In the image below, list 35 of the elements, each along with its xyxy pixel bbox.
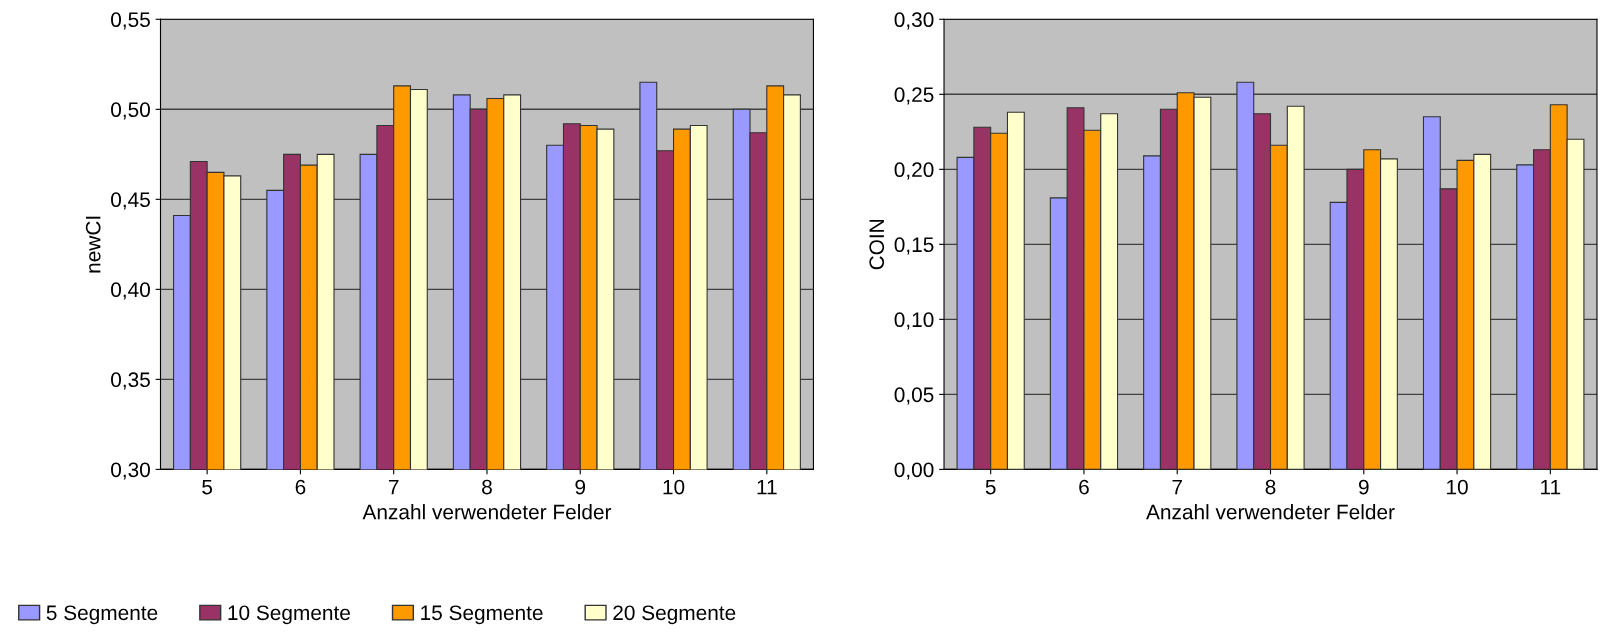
y-tick-label: 0,10 bbox=[894, 312, 934, 330]
legend-label: 15 Segmente bbox=[421, 605, 543, 625]
legend-label: 10 Segmente bbox=[228, 605, 350, 625]
legend-label: 5 Segmente bbox=[46, 605, 158, 625]
y-tick-label: 0,55 bbox=[111, 12, 150, 30]
x-tick-label: 10 bbox=[1447, 479, 1468, 495]
x-tick-label: 6 bbox=[1079, 479, 1089, 495]
x-axis-title: Anzahl verwendeter Felder bbox=[1146, 504, 1395, 520]
x-tick-label: 5 bbox=[202, 479, 213, 495]
x-tick-label: 11 bbox=[1541, 479, 1561, 495]
x-tick-label: 9 bbox=[1358, 479, 1369, 495]
x-tick-label: 7 bbox=[388, 479, 399, 495]
y-tick-label: 0,25 bbox=[894, 87, 934, 105]
y-tick-label: 0,30 bbox=[111, 462, 150, 480]
y-tick-label: 0,00 bbox=[894, 462, 934, 480]
y-tick-label: 0,40 bbox=[111, 282, 150, 300]
y-tick-label: 0,15 bbox=[894, 237, 934, 255]
x-tick-label: 9 bbox=[575, 479, 586, 495]
x-tick-label: 7 bbox=[1172, 479, 1182, 495]
x-tick-label: 8 bbox=[482, 479, 492, 495]
x-tick-label: 6 bbox=[295, 479, 306, 495]
y-axis-title: newCI bbox=[85, 216, 101, 273]
y-tick-label: 0,45 bbox=[111, 192, 150, 210]
x-tick-label: 11 bbox=[757, 479, 777, 495]
y-tick-label: 0,20 bbox=[894, 162, 934, 180]
legend-label: 20 Segmente bbox=[613, 605, 736, 625]
y-axis-title: COIN bbox=[869, 220, 885, 270]
x-tick-label: 8 bbox=[1265, 479, 1276, 495]
y-tick-label: 0,05 bbox=[894, 387, 934, 405]
x-tick-label: 10 bbox=[663, 479, 685, 495]
y-tick-label: 0,50 bbox=[111, 102, 150, 120]
x-axis-title: Anzahl verwendeter Felder bbox=[362, 504, 612, 520]
y-tick-label: 0,30 bbox=[894, 12, 934, 30]
x-tick-label: 5 bbox=[985, 479, 996, 495]
y-tick-label: 0,35 bbox=[111, 372, 150, 390]
